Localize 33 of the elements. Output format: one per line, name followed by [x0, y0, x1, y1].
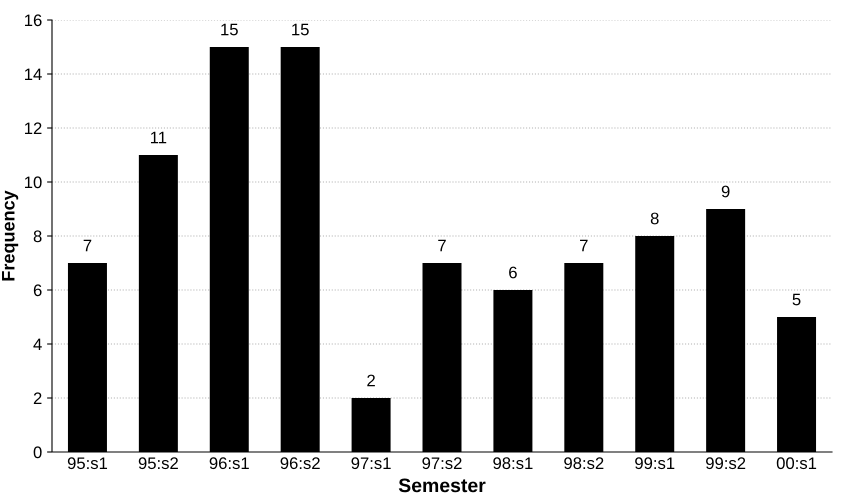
data-label: 15	[221, 24, 238, 36]
x-axis-title: Semester	[398, 478, 486, 492]
x-tick-label: 99:s1	[635, 457, 674, 470]
y-axis-title: Frequency	[2, 190, 18, 280]
y-tick-label: 6	[34, 284, 42, 296]
y-tick-label: 4	[33, 338, 42, 350]
data-label: 2	[367, 374, 375, 386]
y-tick-label: 16	[25, 14, 42, 26]
data-label: 6	[509, 266, 517, 278]
y-tick-label: 12	[25, 122, 42, 134]
data-label: 9	[722, 186, 730, 198]
x-tick-label: 97:s2	[422, 457, 462, 470]
x-tick-label: 95:s2	[138, 457, 178, 470]
x-tick-label: 98:s2	[564, 457, 604, 470]
y-tick-label: 0	[34, 446, 42, 458]
y-tick-label: 2	[34, 392, 42, 404]
y-tick-label: 10	[25, 176, 42, 188]
x-tick-label: 00:s1	[776, 457, 816, 470]
x-tick-label: 98:s1	[493, 457, 532, 470]
data-label: 5	[792, 294, 800, 306]
data-label: 7	[580, 240, 588, 252]
y-tick-label: 8	[34, 230, 42, 242]
x-tick-label: 97:s1	[351, 457, 391, 470]
data-label: 7	[438, 240, 446, 252]
y-tick-label: 14	[25, 68, 42, 80]
data-label: 15	[292, 24, 309, 36]
data-label: 8	[650, 212, 659, 224]
x-tick-label: 96:s1	[210, 457, 249, 470]
data-label: 11	[150, 132, 166, 144]
x-tick-label: 96:s2	[280, 457, 320, 470]
x-tick-label: 95:s1	[68, 457, 108, 470]
x-tick-label: 99:s2	[706, 457, 746, 470]
data-label: 7	[84, 240, 92, 252]
